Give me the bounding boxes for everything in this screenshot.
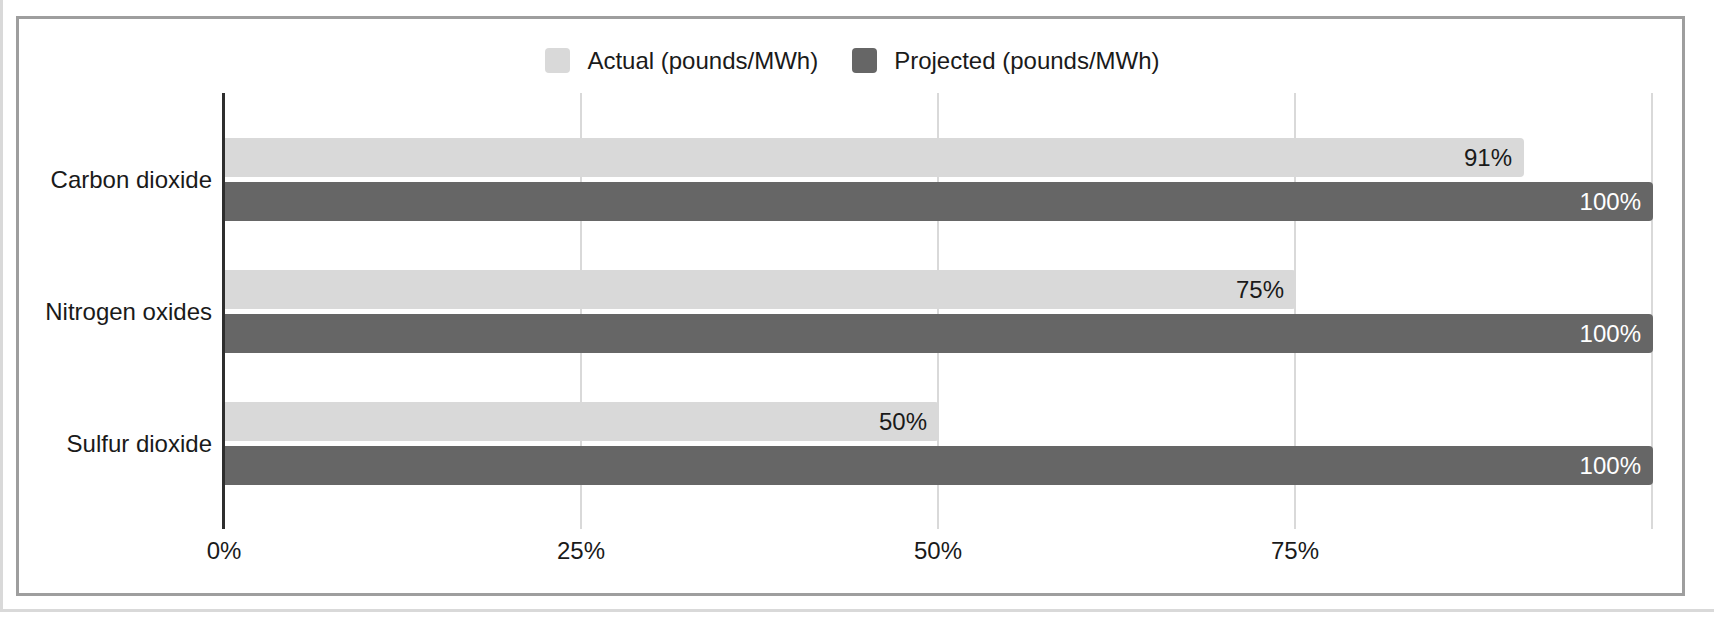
- category-label-carbon-dioxide: Carbon dioxide: [20, 138, 212, 221]
- bar-actual-nitrogen-oxides[interactable]: 75%: [225, 270, 1296, 309]
- bar-projected-nitrogen-oxides[interactable]: 100%: [225, 314, 1653, 353]
- bar-value-label: 91%: [1464, 144, 1512, 172]
- bar-projected-sulfur-dioxide[interactable]: 100%: [225, 446, 1653, 485]
- bar-value-label: 50%: [879, 408, 927, 436]
- plot-area: Carbon dioxide 91% 100% Nitrogen oxides …: [0, 0, 1714, 620]
- chart-widget: Actual (pounds/MWh) Projected (pounds/MW…: [0, 0, 1714, 620]
- bar-group-sulfur-dioxide: Sulfur dioxide 50% 100%: [0, 402, 1714, 485]
- bar-actual-sulfur-dioxide[interactable]: 50%: [225, 402, 939, 441]
- bar-actual-carbon-dioxide[interactable]: 91%: [225, 138, 1524, 177]
- bar-group-carbon-dioxide: Carbon dioxide 91% 100%: [0, 138, 1714, 221]
- category-label-sulfur-dioxide: Sulfur dioxide: [20, 402, 212, 485]
- x-tick-25: 25%: [521, 536, 641, 566]
- bar-value-label: 100%: [1580, 320, 1641, 348]
- bar-group-nitrogen-oxides: Nitrogen oxides 75% 100%: [0, 270, 1714, 353]
- bar-value-label: 75%: [1236, 276, 1284, 304]
- x-tick-0: 0%: [164, 536, 284, 566]
- bar-value-label: 100%: [1580, 452, 1641, 480]
- bar-value-label: 100%: [1580, 188, 1641, 216]
- bar-projected-carbon-dioxide[interactable]: 100%: [225, 182, 1653, 221]
- category-label-nitrogen-oxides: Nitrogen oxides: [20, 270, 212, 353]
- x-tick-75: 75%: [1235, 536, 1355, 566]
- x-tick-50: 50%: [878, 536, 998, 566]
